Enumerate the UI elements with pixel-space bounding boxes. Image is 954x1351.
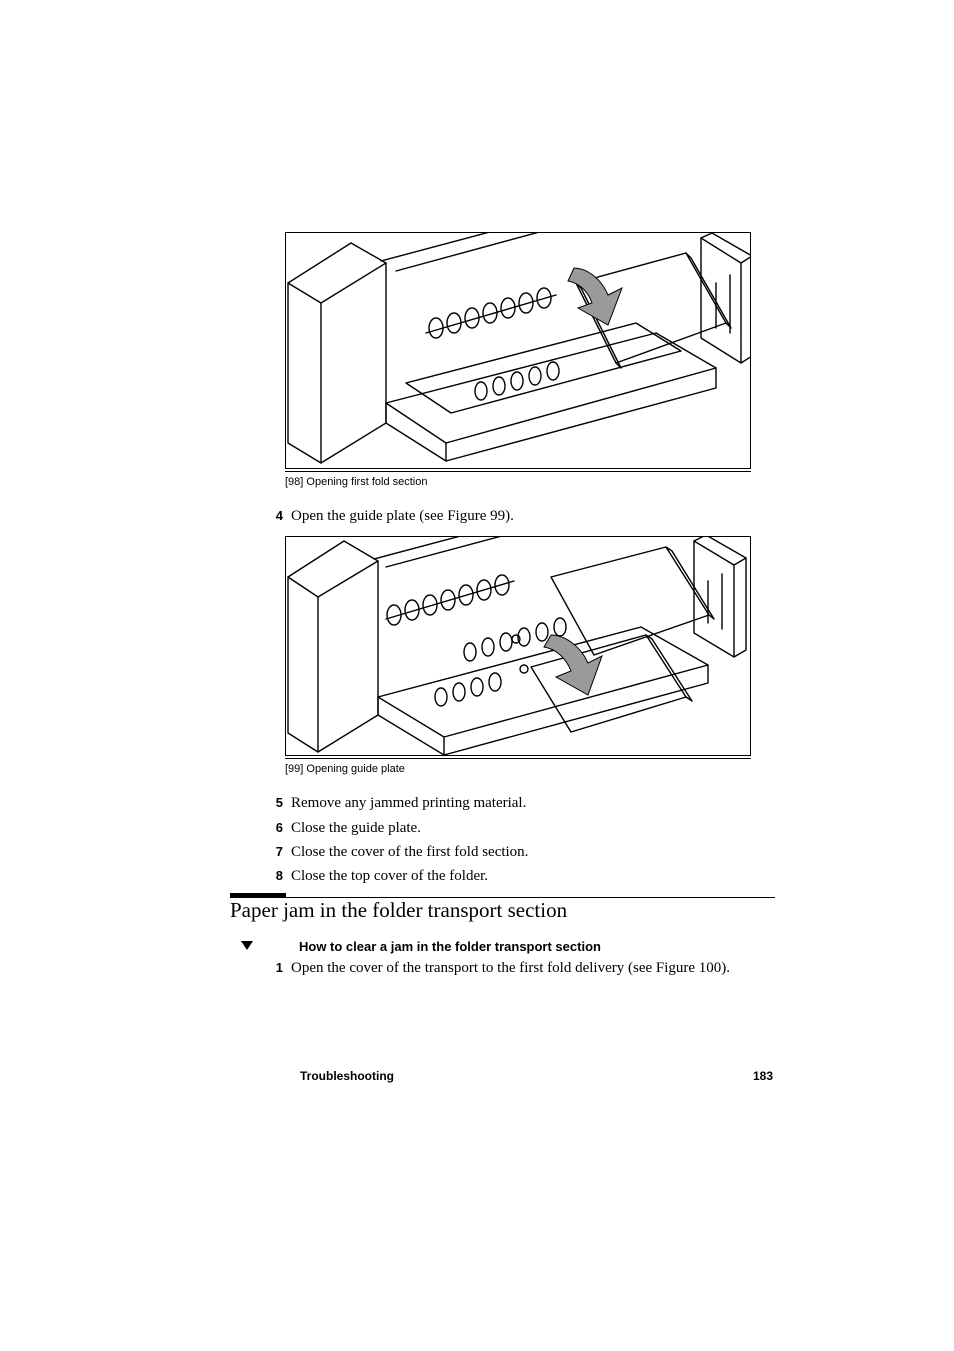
open-arrow-icon	[544, 635, 602, 695]
footer-section-name: Troubleshooting	[300, 1069, 394, 1083]
figure-98	[285, 232, 751, 469]
footer-page-number: 183	[753, 1069, 773, 1083]
sub-steps: 1 Open the cover of the transport to the…	[285, 958, 775, 982]
section-underline	[230, 897, 775, 898]
step-row: 1 Open the cover of the transport to the…	[285, 958, 775, 978]
step-number: 6	[265, 820, 283, 835]
figure-99-rule	[285, 758, 751, 759]
step-row: 8 Close the top cover of the folder.	[285, 866, 765, 886]
subsection-heading: How to clear a jam in the folder transpo…	[299, 938, 601, 956]
step-text: Close the guide plate.	[291, 818, 421, 838]
step-text: Close the cover of the first fold sectio…	[291, 842, 528, 862]
page: [98] Opening first fold section 4 Open t…	[0, 0, 954, 1351]
section-title: Paper jam in the folder transport sectio…	[230, 898, 567, 923]
step-number: 5	[265, 795, 283, 810]
step-row: 5 Remove any jammed printing material.	[285, 793, 765, 813]
content-column: [98] Opening first fold section 4 Open t…	[285, 232, 765, 890]
step-row: 6 Close the guide plate.	[285, 818, 765, 838]
step-row: 7 Close the cover of the first fold sect…	[285, 842, 765, 862]
triangle-icon	[241, 941, 253, 950]
step-number: 7	[265, 844, 283, 859]
figure-99-svg	[286, 537, 751, 756]
step-number: 8	[265, 868, 283, 883]
step-text: Remove any jammed printing material.	[291, 793, 526, 813]
step-text: Open the guide plate (see Figure 99).	[291, 506, 514, 526]
figure-98-caption: [98] Opening first fold section	[285, 476, 765, 488]
figure-99	[285, 536, 751, 756]
figure-98-rule	[285, 471, 751, 472]
figure-99-caption: [99] Opening guide plate	[285, 763, 765, 775]
step-text: Close the top cover of the folder.	[291, 866, 488, 886]
step-text: Open the cover of the transport to the f…	[291, 958, 730, 978]
step-number: 1	[265, 960, 283, 975]
step-number: 4	[265, 508, 283, 523]
open-arrow-icon	[568, 268, 622, 325]
step-row: 4 Open the guide plate (see Figure 99).	[285, 506, 765, 526]
figure-98-svg	[286, 233, 751, 469]
